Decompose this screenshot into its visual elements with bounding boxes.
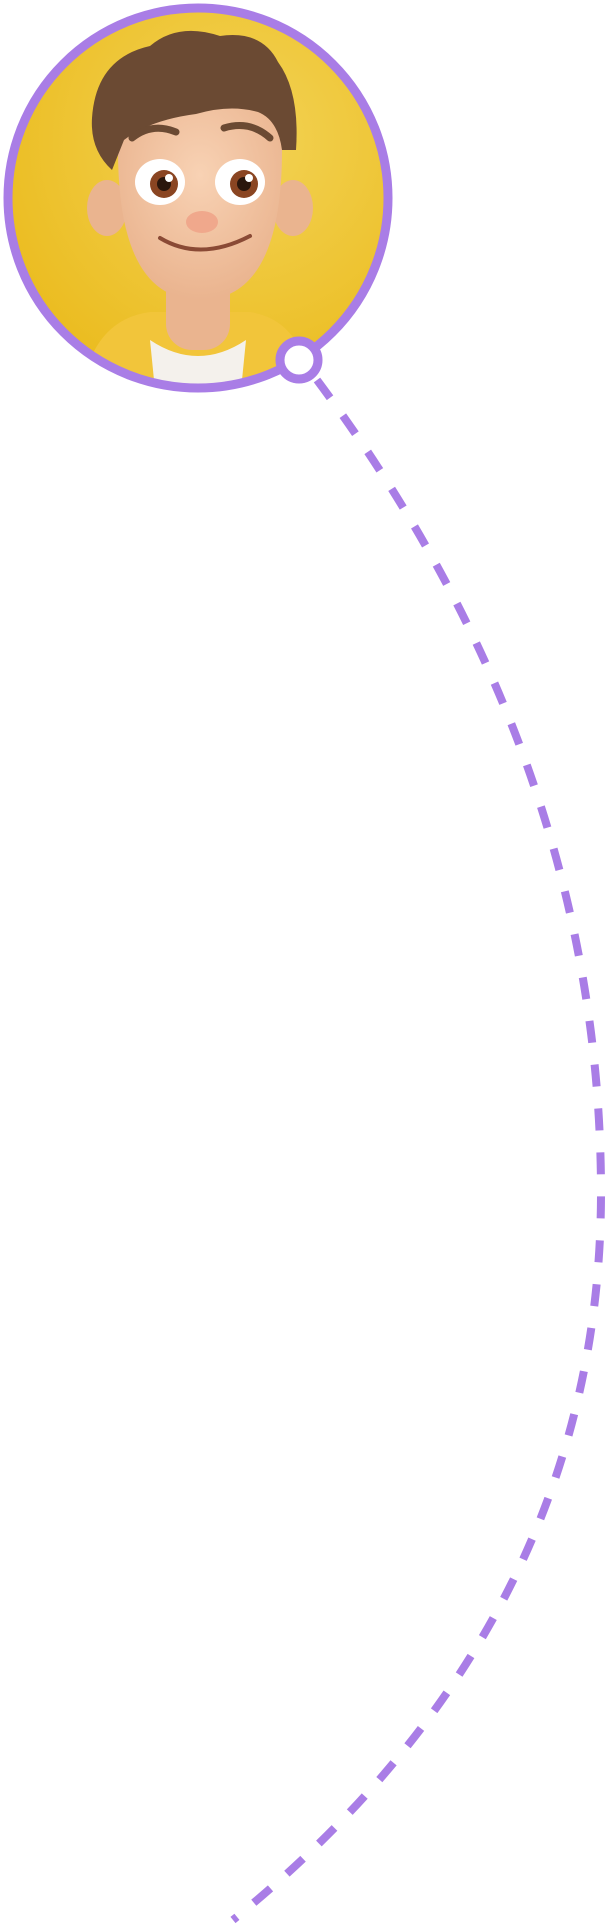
nose [186,211,218,233]
glint-left [165,174,173,182]
ear-right [273,180,313,236]
avatar [3,3,393,393]
glint-right [245,174,253,182]
ear-left [87,180,127,236]
connector-node [275,336,323,384]
mouth [158,234,252,252]
brow-right [220,122,274,142]
brow-left [128,124,180,142]
dashed-connector [230,377,605,1924]
hair [91,30,297,171]
shirt [150,340,246,384]
face [118,92,282,300]
avatar-border [3,3,393,393]
